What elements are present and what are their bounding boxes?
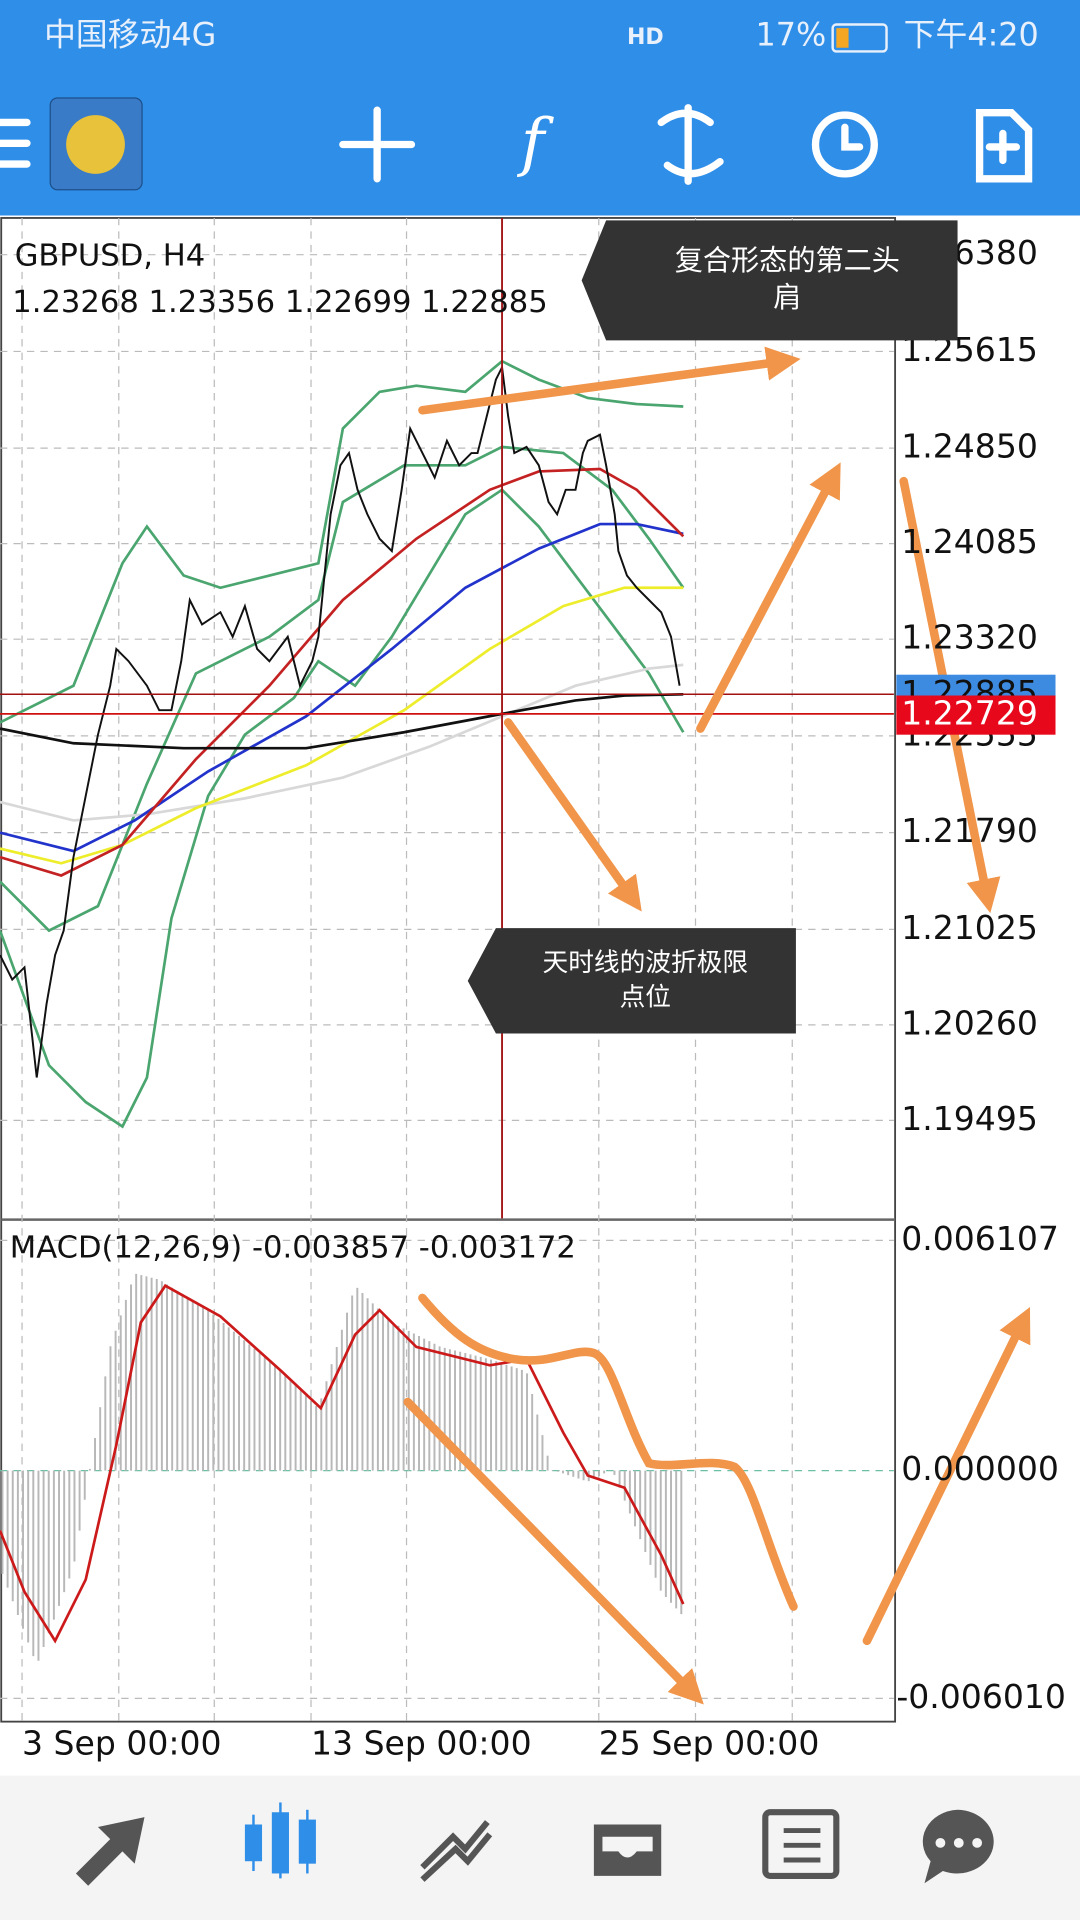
trade-tab[interactable] xyxy=(420,1820,493,1882)
chart: GBPUSD, H4 1.23268 1.23356 1.22699 1.228… xyxy=(0,217,1066,1762)
price-label: 1.24085 xyxy=(901,522,1038,561)
battery: 17% xyxy=(756,16,827,54)
hd: HD xyxy=(627,25,664,50)
annotation: 天时线的波折极限 xyxy=(542,948,748,978)
new-order-btn[interactable] xyxy=(975,108,1033,183)
battery-icon xyxy=(831,23,888,53)
macd-tick: -0.006010 xyxy=(896,1677,1066,1716)
header xyxy=(0,0,1080,216)
grid xyxy=(0,217,894,1722)
carrier: 中国移动4G xyxy=(44,16,216,54)
trade-btn[interactable] xyxy=(657,104,724,185)
price-label: 1.24850 xyxy=(901,427,1038,466)
battery-level xyxy=(836,28,849,48)
annotation-bubble xyxy=(467,928,796,1034)
line-box xyxy=(896,695,1056,735)
symbol: GBPUSD, H4 xyxy=(15,239,206,274)
quotes-tab[interactable] xyxy=(75,1817,145,1886)
clock: 下午4:20 xyxy=(904,16,1039,54)
macd-histogram xyxy=(1,1273,683,1661)
macd-tick: 0.006107 xyxy=(901,1219,1059,1258)
menu[interactable] xyxy=(0,118,31,168)
crosshair-btn[interactable] xyxy=(339,106,416,183)
annotation: 点位 xyxy=(620,982,671,1012)
price-label: 1.19495 xyxy=(901,1099,1038,1138)
history-tab[interactable] xyxy=(593,1824,662,1876)
drawn-curve xyxy=(418,1293,798,1611)
app-logo xyxy=(66,115,125,174)
price-label: 1.23320 xyxy=(901,618,1038,657)
macd-tick: 0.000000 xyxy=(901,1449,1059,1488)
macd-label: MACD(12,26,9) -0.003857 -0.003172 xyxy=(10,1230,576,1265)
ohlc: 1.23268 1.23356 1.22699 1.22885 xyxy=(12,285,548,320)
period-btn[interactable] xyxy=(811,111,878,178)
bottom-nav xyxy=(0,1775,1080,1920)
annotation: 复合形态的第二头 xyxy=(675,244,900,277)
news-tab[interactable] xyxy=(762,1809,840,1879)
price-label: 1.21025 xyxy=(901,908,1038,947)
chart-tab[interactable] xyxy=(244,1802,316,1879)
price-label: 1.21790 xyxy=(901,811,1038,850)
annotation: 肩 xyxy=(773,281,801,314)
price-label: 1.20260 xyxy=(901,1003,1038,1042)
toolbar: f xyxy=(0,97,1033,191)
line-label: 1.22729 xyxy=(901,694,1038,733)
time-label: 25 Sep 00:00 xyxy=(599,1723,820,1762)
time-label: 3 Sep 00:00 xyxy=(22,1723,222,1762)
time-label: 13 Sep 00:00 xyxy=(311,1723,532,1762)
annotation-bubble xyxy=(581,220,958,341)
